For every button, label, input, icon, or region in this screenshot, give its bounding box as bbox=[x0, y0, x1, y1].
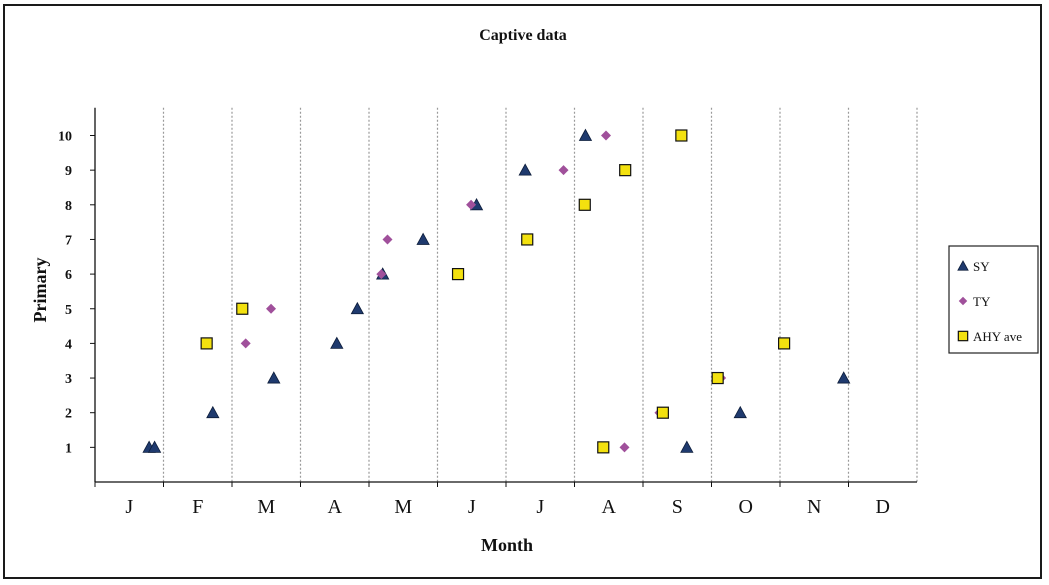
data-point-triangle bbox=[680, 440, 694, 453]
x-tick-label: M bbox=[394, 496, 412, 518]
y-tick-label: 7 bbox=[65, 233, 72, 248]
y-tick-label: 9 bbox=[65, 164, 72, 179]
data-point-square bbox=[656, 406, 669, 419]
y-tick-label: 10 bbox=[58, 130, 72, 145]
data-point-triangle bbox=[330, 336, 344, 349]
data-point-square bbox=[451, 268, 465, 281]
data-point-square bbox=[521, 233, 534, 246]
data-point-square bbox=[675, 129, 688, 142]
y-tick-label: 8 bbox=[65, 199, 72, 214]
data-point-diamond bbox=[266, 303, 277, 314]
axes bbox=[90, 107, 917, 487]
chart-frame bbox=[3, 4, 1042, 579]
data-point-triangle bbox=[518, 163, 532, 176]
y-tick-label: 2 bbox=[65, 407, 72, 422]
data-point-diamond bbox=[466, 199, 477, 210]
grid-lines bbox=[162, 107, 918, 482]
legend: SY TY AHY ave bbox=[948, 245, 1039, 354]
data-point-triangle bbox=[147, 440, 162, 453]
data-point-triangle bbox=[206, 405, 220, 419]
data-point-diamond bbox=[558, 165, 569, 176]
y-axis-label: Primary bbox=[30, 258, 50, 323]
x-tick-label: J bbox=[125, 496, 133, 518]
legend-marker-diamond bbox=[958, 296, 968, 306]
data-point-square bbox=[578, 198, 591, 211]
y-tick-label: 1 bbox=[65, 441, 72, 456]
data-point-diamond bbox=[376, 269, 387, 280]
legend-marker-triangle bbox=[957, 260, 969, 271]
x-axis-label: Month bbox=[481, 535, 533, 555]
x-tick-label: F bbox=[192, 496, 203, 518]
x-tick-label: A bbox=[328, 496, 343, 518]
data-point-diamond bbox=[619, 442, 630, 453]
x-tick-label: N bbox=[807, 496, 821, 518]
legend-label: AHY ave bbox=[973, 329, 1022, 344]
data-point-square bbox=[778, 337, 791, 350]
data-point-triangle bbox=[837, 371, 851, 384]
legend-label: SY bbox=[973, 259, 990, 274]
x-tick-label: O bbox=[739, 496, 753, 518]
data-point-diamond bbox=[601, 130, 612, 141]
data-point-square bbox=[236, 302, 249, 315]
chart-title: Captive data bbox=[479, 27, 567, 44]
x-tick-label: A bbox=[602, 496, 617, 518]
data-point-triangle bbox=[350, 301, 365, 315]
x-tick-label: J bbox=[536, 496, 544, 518]
x-tick-label: J bbox=[468, 496, 476, 518]
x-tick-label: S bbox=[672, 496, 683, 518]
data-points bbox=[142, 128, 851, 454]
data-point-square bbox=[597, 441, 610, 454]
legend-label: TY bbox=[973, 294, 991, 309]
tick-labels: 1 2 3 4 5 6 7 8 9 10 J F M A M J J A S O N D bbox=[58, 130, 890, 519]
y-tick-label: 3 bbox=[65, 372, 72, 387]
y-tick-label: 5 bbox=[65, 303, 72, 318]
y-tick-label: 4 bbox=[65, 337, 72, 352]
data-point-square bbox=[200, 337, 213, 350]
x-tick-label: M bbox=[257, 496, 275, 518]
data-point-triangle bbox=[416, 232, 430, 245]
y-tick-label: 6 bbox=[65, 268, 72, 283]
data-point-triangle bbox=[578, 128, 593, 141]
data-point-square bbox=[619, 164, 632, 177]
data-point-diamond bbox=[240, 338, 251, 349]
data-point-triangle bbox=[267, 371, 281, 384]
data-point-square bbox=[711, 371, 724, 385]
legend-marker-square bbox=[957, 330, 969, 342]
data-point-diamond bbox=[382, 234, 393, 245]
x-tick-label: D bbox=[876, 496, 890, 518]
data-point-triangle bbox=[733, 405, 747, 419]
